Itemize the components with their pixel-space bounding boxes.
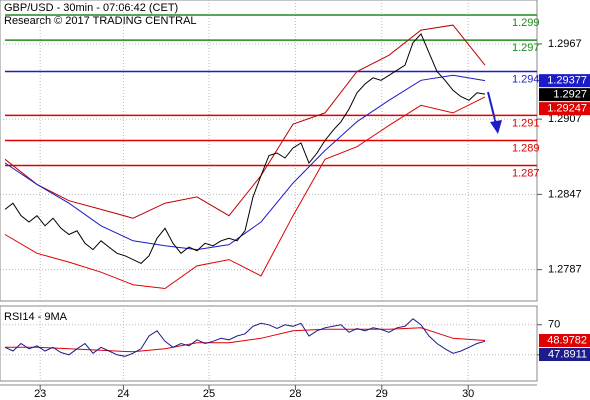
series-line (4, 24, 486, 219)
level-label: 1.299 (512, 17, 540, 29)
price-tag (539, 334, 590, 348)
series-line (4, 96, 486, 290)
y-tick-label: 1.2967 (548, 38, 582, 50)
level-label: 1.291 (512, 117, 540, 129)
panel-frame (0, 0, 538, 302)
y-tick-label: 70 (548, 319, 560, 331)
price-tag-label: 1.29377 (547, 75, 587, 87)
panel-frame (0, 305, 538, 382)
x-tick-label: 23 (34, 388, 46, 400)
chart-subtitle: Research © 2017 TRADING CENTRAL (4, 15, 197, 27)
price-tag (539, 102, 590, 116)
price-tag (539, 88, 590, 102)
price-tag-label: 47.8911 (548, 348, 587, 360)
y-tick-label: 1.2847 (548, 188, 582, 200)
level-label: 1.289 (512, 142, 540, 154)
x-tick-label: 28 (289, 388, 301, 400)
price-tag-label: 1.29247 (547, 103, 587, 115)
level-label: 1.2945 (512, 73, 546, 85)
arrow (487, 91, 502, 134)
x-tick-label: 30 (462, 388, 474, 400)
price-tag (539, 348, 590, 362)
x-tick-label: 29 (376, 388, 388, 400)
series-line (4, 318, 486, 357)
price-tag (539, 74, 590, 88)
x-tick-label: 25 (203, 388, 215, 400)
series-line (4, 32, 486, 264)
rsi-title: RSI14 - 9MA (4, 311, 68, 323)
y-tick-label: 1.2787 (548, 264, 582, 276)
series-line (5, 327, 486, 353)
price-tag-label: 48.9782 (547, 334, 587, 346)
level-label: 1.287 (512, 167, 540, 179)
chart-title: GBP/USD - 30min - 07:06:42 (CET) (4, 2, 178, 14)
level-label: 1.297 (512, 42, 540, 54)
price-tag-label: 1.2927 (553, 89, 587, 101)
x-tick-label: 24 (117, 388, 129, 400)
y-tick-label: 1.2907 (548, 113, 582, 125)
series-line (4, 74, 486, 251)
